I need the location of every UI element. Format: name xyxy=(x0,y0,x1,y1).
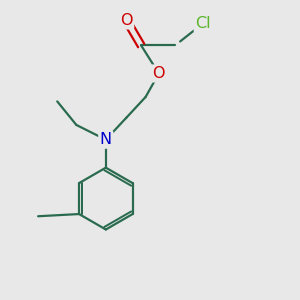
Text: O: O xyxy=(120,13,133,28)
Text: O: O xyxy=(153,66,165,81)
Text: Cl: Cl xyxy=(195,16,211,31)
Text: N: N xyxy=(100,132,112,147)
